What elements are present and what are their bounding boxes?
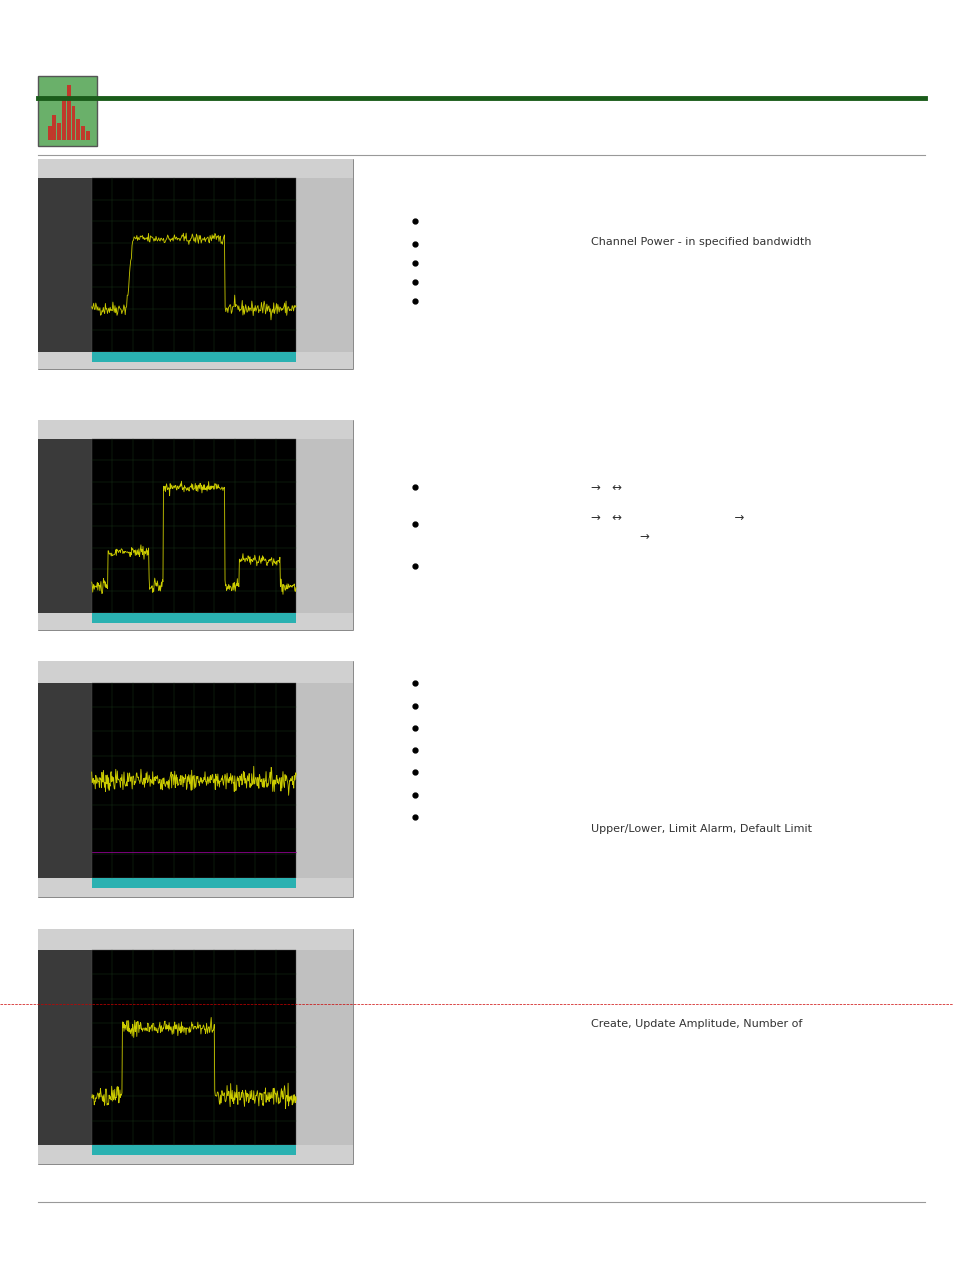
Bar [81, 126, 85, 140]
Bar [91, 439, 296, 613]
Bar [38, 661, 353, 683]
Bar [48, 126, 51, 140]
Bar [38, 661, 353, 897]
Text: Channel Power - in specified bandwidth: Channel Power - in specified bandwidth [591, 237, 811, 247]
Bar [38, 439, 91, 613]
Bar [62, 100, 66, 140]
Bar [91, 1145, 296, 1155]
Bar [38, 352, 353, 369]
Bar [38, 683, 91, 878]
Bar [52, 114, 56, 140]
Bar [38, 613, 353, 630]
Bar [38, 178, 91, 352]
Bar [91, 178, 296, 352]
Text: →   ↔                              →: → ↔ → [591, 511, 744, 524]
Bar [86, 131, 90, 140]
Bar [67, 85, 71, 140]
Bar [38, 950, 91, 1145]
Bar [91, 613, 296, 623]
Bar [91, 352, 296, 363]
Bar [38, 159, 353, 178]
Bar [296, 439, 353, 613]
Bar [296, 950, 353, 1145]
Bar [38, 420, 353, 439]
Bar [38, 878, 353, 897]
Bar [91, 950, 296, 1145]
Bar [296, 683, 353, 878]
Bar [76, 120, 80, 140]
Bar [38, 1145, 353, 1164]
Bar [57, 123, 61, 140]
Text: →   ↔: → ↔ [591, 481, 621, 494]
Text: Create, Update Amplitude, Number of: Create, Update Amplitude, Number of [591, 1019, 802, 1029]
Bar [38, 929, 353, 950]
Bar [296, 178, 353, 352]
Bar [38, 420, 353, 630]
Text: Upper/Lower, Limit Alarm, Default Limit: Upper/Lower, Limit Alarm, Default Limit [591, 824, 812, 834]
Bar [38, 929, 353, 1164]
Bar [71, 106, 75, 140]
FancyBboxPatch shape [38, 76, 97, 146]
Bar [91, 878, 296, 888]
Text: →: → [639, 530, 648, 543]
Bar [38, 159, 353, 369]
Bar [91, 683, 296, 878]
